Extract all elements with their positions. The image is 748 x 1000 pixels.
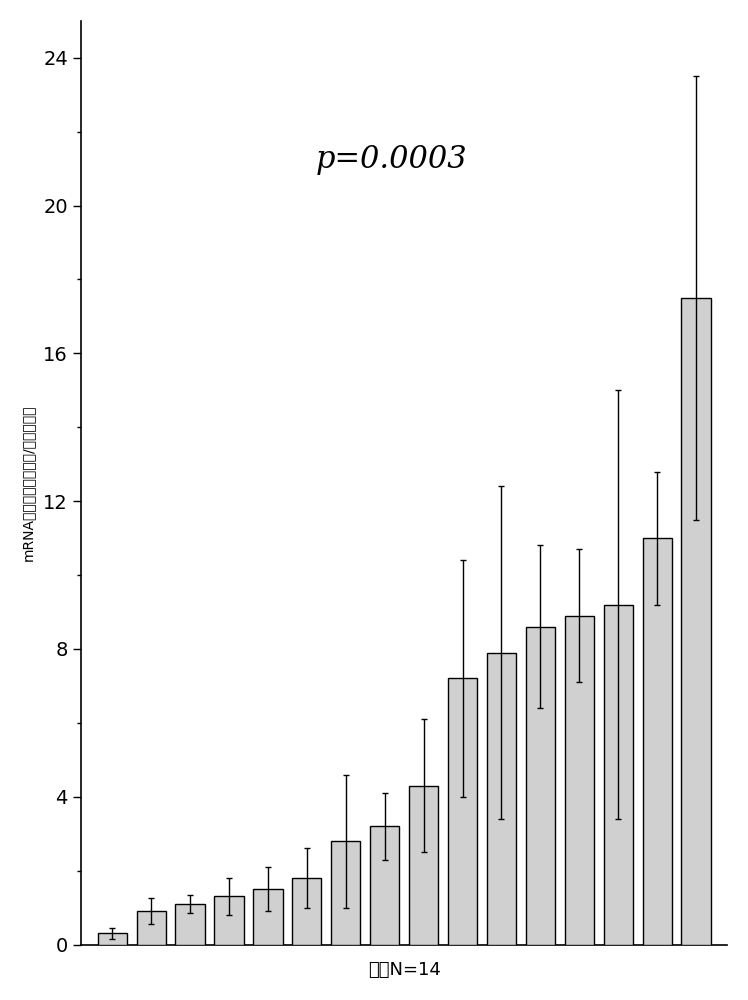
Bar — [370, 826, 399, 944]
Bar — [681, 298, 711, 944]
Bar — [448, 678, 477, 944]
Bar — [604, 605, 633, 944]
Bar — [254, 889, 283, 944]
Text: p=0.0003: p=0.0003 — [316, 144, 467, 175]
Bar — [292, 878, 322, 944]
Y-axis label: mRNA相对表达（癌组织/癌旁组织）: mRNA相对表达（癌组织/癌旁组织） — [21, 404, 35, 561]
Bar — [98, 933, 127, 944]
Bar — [137, 911, 166, 944]
Bar — [176, 904, 205, 944]
Bar — [409, 786, 438, 944]
X-axis label: 病例N=14: 病例N=14 — [368, 961, 441, 979]
Bar — [565, 616, 594, 944]
Bar — [643, 538, 672, 944]
Bar — [331, 841, 361, 944]
Bar — [487, 653, 516, 944]
Bar — [526, 627, 555, 944]
Bar — [215, 896, 244, 944]
